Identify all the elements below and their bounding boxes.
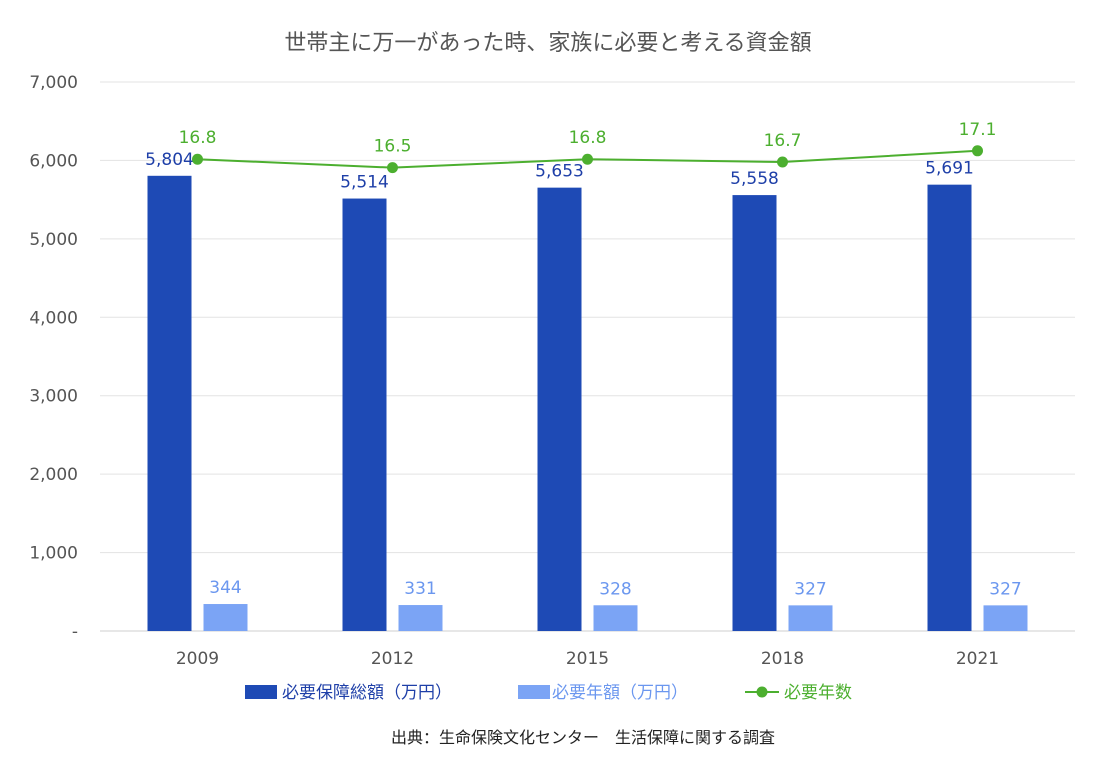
x-tick-label: 2015 [566,649,609,669]
bar [203,604,248,631]
bar [537,187,582,631]
line-value-label: 16.7 [764,131,802,151]
line-series: 16.8 16.5 16.8 16.7 17.1 [179,120,997,174]
y-tick-label: 3,000 [29,387,78,407]
line-value-label: 16.8 [179,128,217,148]
line-value-label: 16.8 [569,128,607,148]
bar-value-label: 5,558 [730,169,779,189]
bar-value-label: 5,653 [535,162,584,182]
x-axis-ticks: 2009 2012 2015 2018 2021 [176,649,999,669]
bar-value-label: 5,514 [340,173,389,193]
line-point [777,156,788,168]
bar [927,184,972,631]
bar-value-label: 5,804 [145,150,194,170]
line-point [972,145,983,157]
bar [593,605,638,631]
x-tick-label: 2021 [956,649,999,669]
line-value-label: 16.5 [374,137,412,157]
legend-swatch [518,685,550,699]
grid-lines [100,81,1075,632]
bar-value-label: 328 [599,579,631,599]
y-tick-label: 6,000 [29,151,78,171]
line-point [582,153,593,165]
y-tick-label: 5,000 [29,230,78,250]
legend-swatch [245,685,277,699]
line-point [387,162,398,174]
x-tick-label: 2012 [371,649,414,669]
chart-title: 世帯主に万一があった時、家族に必要と考える資金額 [284,31,811,56]
bar-value-label: 327 [989,579,1021,599]
bar [788,605,833,631]
legend-label: 必要年数 [784,683,852,703]
bars: 5,804 344 5,514 331 5,653 328 5,558 327 5,691 327 [145,150,1028,631]
bar [732,195,777,631]
legend-marker [756,686,768,698]
y-tick-label: - [72,622,78,642]
line-point [192,153,203,165]
bar-value-label: 5,691 [925,159,974,179]
legend-label: 必要年額（万円） [552,683,688,703]
bar [983,605,1028,631]
legend: 必要保障総額（万円） 必要年額（万円） 必要年数 [245,683,852,703]
y-axis-ticks: - 1,000 2,000 3,000 4,000 5,000 6,000 7,000 [29,73,78,642]
bar [147,175,192,631]
bar-value-label: 331 [404,579,436,599]
legend-label: 必要保障総額（万円） [282,683,452,703]
x-tick-label: 2018 [761,649,804,669]
bar-value-label: 327 [794,579,826,599]
bar [342,198,387,631]
bar-value-label: 344 [209,578,241,598]
line-value-label: 17.1 [959,120,997,140]
y-tick-label: 1,000 [29,544,78,564]
bar [398,605,443,631]
y-tick-label: 2,000 [29,465,78,485]
source-note: 出典：生命保険文化センター 生活保障に関する調査 [391,728,775,747]
x-tick-label: 2009 [176,649,219,669]
y-tick-label: 7,000 [29,73,78,93]
y-tick-label: 4,000 [29,308,78,328]
